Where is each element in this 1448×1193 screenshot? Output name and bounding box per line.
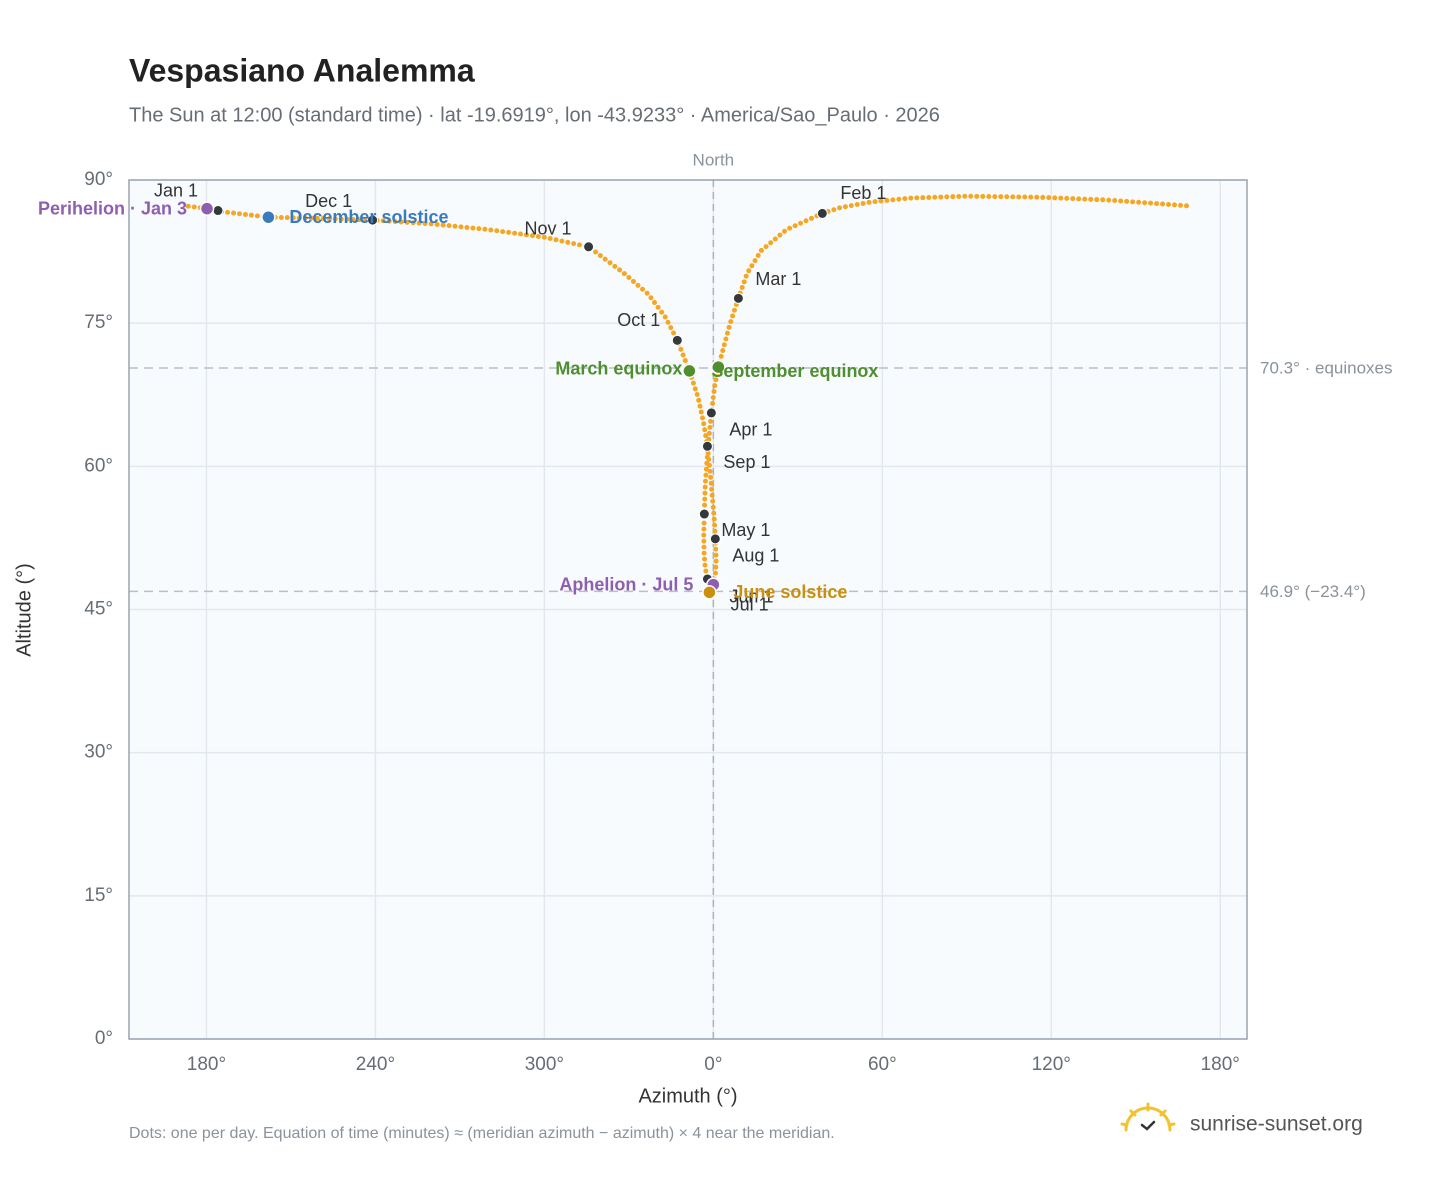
x-tick-label: 180° xyxy=(1201,1054,1240,1075)
month-marker xyxy=(212,205,224,217)
event-label: December solstice xyxy=(289,207,448,227)
event-label: September equinox xyxy=(711,361,878,381)
y-tick-label: 30° xyxy=(84,742,113,763)
event-label: Perihelion · Jan 3 xyxy=(38,198,187,218)
x-tick-label: 240° xyxy=(356,1054,395,1075)
month-marker xyxy=(671,334,683,346)
chart-subtitle: The Sun at 12:00 (standard time) · lat -… xyxy=(129,104,940,126)
event-marker xyxy=(702,585,717,600)
month-marker xyxy=(709,533,721,545)
month-marker xyxy=(698,508,710,520)
x-tick-label: 300° xyxy=(525,1054,564,1075)
month-label: Nov 1 xyxy=(525,219,572,239)
month-label: Feb 1 xyxy=(840,183,886,203)
month-marker xyxy=(583,241,595,253)
y-tick-label: 90° xyxy=(84,169,113,190)
north-label: North xyxy=(693,150,735,169)
month-label: May 1 xyxy=(721,520,770,540)
y-tick-label: 45° xyxy=(84,599,113,620)
y-tick-label: 60° xyxy=(84,455,113,476)
reference-label: 70.3° · equinoxes xyxy=(1260,359,1393,378)
month-label: Mar 1 xyxy=(755,269,801,289)
month-marker xyxy=(367,214,379,226)
month-label: Jan 1 xyxy=(154,180,198,200)
reference-label: 46.9° (−23.4°) xyxy=(1260,582,1366,601)
x-tick-label: 0° xyxy=(704,1054,722,1075)
x-tick-label: 60° xyxy=(868,1054,897,1075)
x-tick-label: 180° xyxy=(187,1054,226,1075)
y-tick-label: 0° xyxy=(95,1028,113,1049)
event-label: Aphelion · Jul 5 xyxy=(559,574,693,594)
month-label: Jul 1 xyxy=(731,594,769,614)
event-label: March equinox xyxy=(555,359,682,379)
brand-logo xyxy=(1120,1102,1176,1132)
x-tick-label: 120° xyxy=(1032,1054,1071,1075)
month-marker xyxy=(705,407,717,419)
month-marker xyxy=(732,292,744,304)
x-axis-label: Azimuth (°) xyxy=(638,1085,737,1107)
month-label: Jun 1 xyxy=(729,587,773,607)
event-marker xyxy=(711,359,726,375)
month-marker xyxy=(701,440,713,452)
month-label: Dec 1 xyxy=(305,191,352,211)
event-marker xyxy=(682,363,697,379)
y-axis-label: Altitude (°) xyxy=(13,563,35,657)
month-label: Apr 1 xyxy=(729,420,772,440)
chart-title: Vespasiano Analemma xyxy=(129,52,475,88)
month-label: Sep 1 xyxy=(723,452,770,472)
month-label: Aug 1 xyxy=(732,546,779,566)
event-marker xyxy=(261,209,276,225)
y-tick-label: 75° xyxy=(84,312,113,333)
brand-name: sunrise-sunset.org xyxy=(1190,1113,1363,1136)
event-label: June solstice xyxy=(733,582,847,602)
month-label: Oct 1 xyxy=(617,310,660,330)
month-marker xyxy=(816,207,828,219)
event-marker xyxy=(199,201,215,216)
y-tick-label: 15° xyxy=(84,885,113,906)
footnote: Dots: one per day. Equation of time (min… xyxy=(129,1125,835,1142)
plot-border xyxy=(128,179,1248,1040)
